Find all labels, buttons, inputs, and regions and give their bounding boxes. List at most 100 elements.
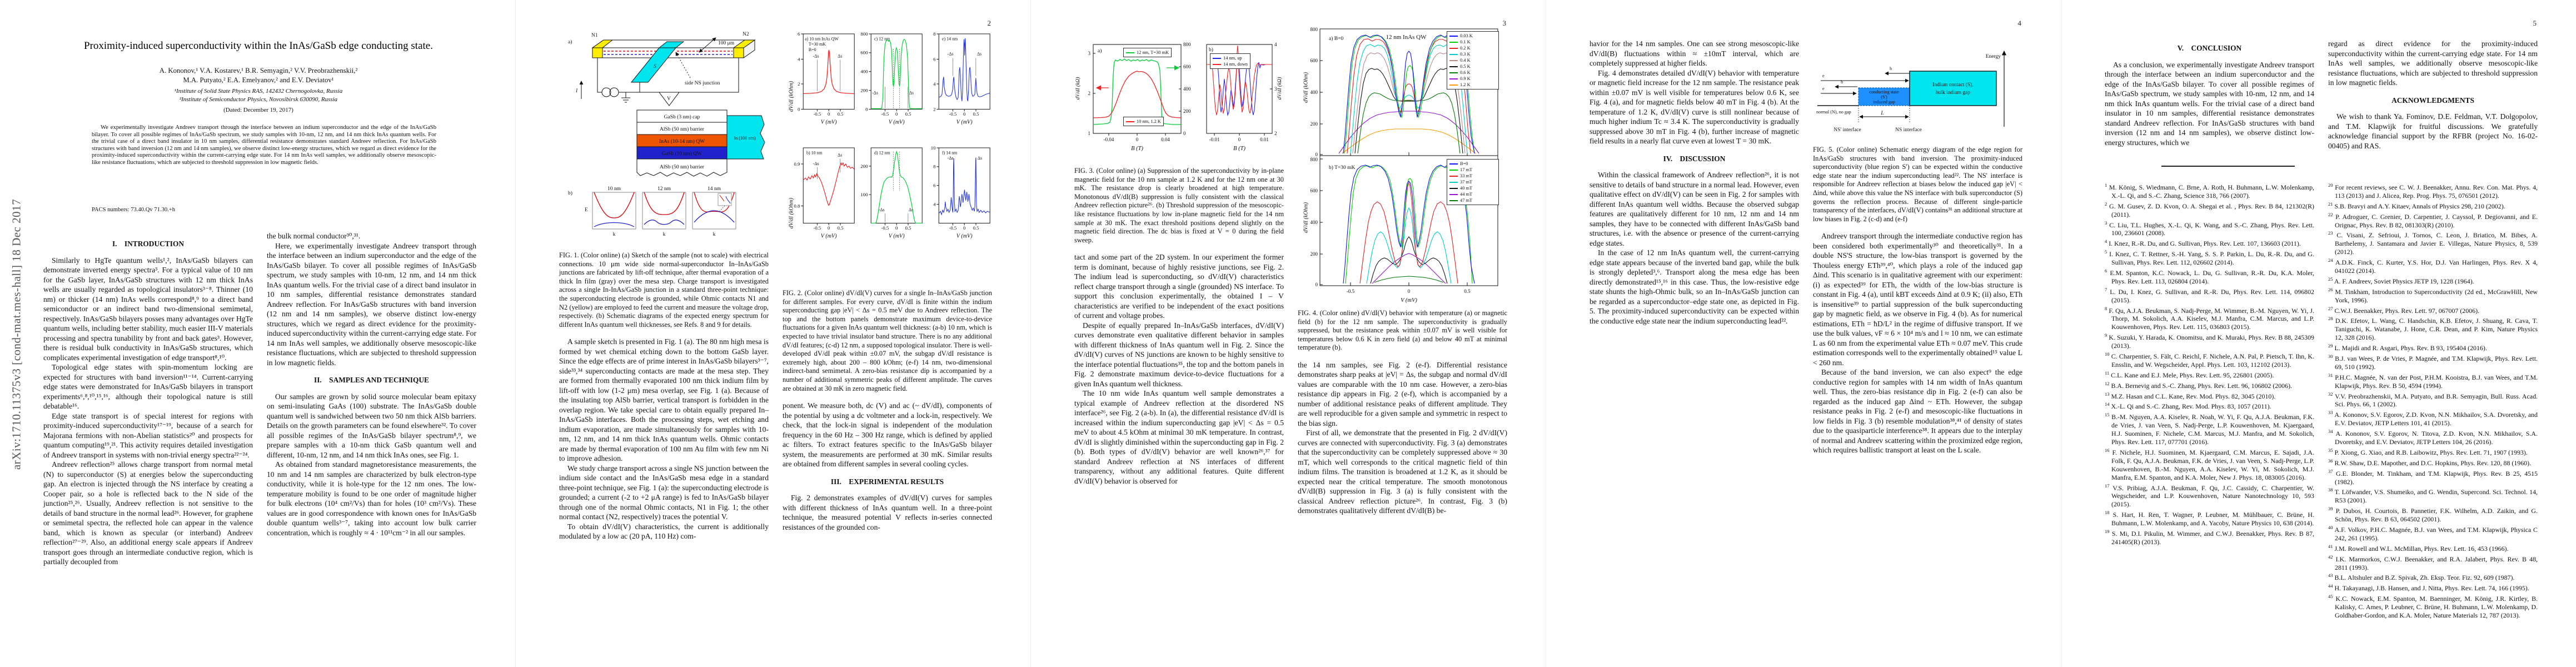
paper-title: Proximity-induced superconductivity with… [84, 40, 433, 52]
legend-entry: 10 nm, 1.2 K [1126, 118, 1161, 125]
legend-swatch [1213, 63, 1221, 65]
svg-text:k: k [713, 232, 716, 237]
reference-item: 20 For recent reviews, see C. W. J. Been… [2328, 182, 2538, 200]
svg-text:b): b) [568, 190, 572, 196]
legend-entry: 17 mT [1449, 167, 1496, 173]
paragraph: As a conclusion, we experimentally inves… [2105, 60, 2314, 147]
svg-text:-Δs: -Δs [948, 156, 954, 161]
svg-text:0: 0 [1183, 131, 1186, 136]
reference-item: 25 A. F. Andreev, Soviet Physics JETP 19… [2328, 276, 2474, 285]
fig5-electron-hole-arrows: h e h e [1821, 66, 1910, 96]
section-heading: I. INTRODUCTION [112, 240, 185, 248]
fig4-legend-a: 0.03 K 0.1 K 0.2 K 0.3 K 0.4 K 0.5 K 0.6 K 0.9 … [1447, 31, 1499, 89]
svg-text:-0.5: -0.5 [1347, 288, 1355, 294]
svg-text:0: 0 [1408, 288, 1411, 294]
svg-text:Δs: Δs [978, 156, 982, 161]
svg-text:normal (N), no gap: normal (N), no gap [1816, 109, 1851, 115]
curve-14nm-up [1207, 56, 1272, 117]
figure-caption: FIG. 2. (Color online) dV/dI(V) curves f… [783, 289, 992, 392]
paragraph: Here, we experimentally investigate Andr… [267, 241, 476, 367]
reference-item: 12 B.A. Bernevig and S.-C. Zhang, Phys. … [2105, 380, 2293, 390]
fig3-ylabel-right: dV/dI (kΩ) [1277, 77, 1283, 100]
reference-item: 28 D.K. Efetov, L. Wang, C. Handschin, K… [2328, 316, 2538, 342]
svg-text:4: 4 [1274, 42, 1277, 47]
paragraph: Topological edge states with spin-moment… [43, 363, 253, 410]
svg-text:200: 200 [860, 163, 868, 169]
svg-text:0.5: 0.5 [905, 225, 912, 231]
svg-text:0: 0 [798, 106, 800, 112]
svg-text:induced gap: induced gap [1873, 99, 1895, 104]
legend-entry: 1.2 K [1449, 82, 1496, 88]
legend-entry: 0.1 K [1449, 39, 1496, 45]
svg-text:600: 600 [1311, 58, 1318, 63]
page-3: 3 3 2 1 800 600 400 200 [1030, 0, 1546, 667]
svg-text:AlSb (50 nm) barrier: AlSb (50 nm) barrier [660, 164, 705, 170]
svg-text:100 μm: 100 μm [718, 41, 735, 46]
fig5-length-annotation: L NS' interface NS interface [1833, 106, 1922, 133]
reference-item: 22 P. Adroguer, C. Grenier, D. Carpentie… [2328, 211, 2538, 229]
svg-text:0: 0 [895, 111, 898, 117]
pacs-line: PACS numbers: 73.40.Qv 71.30.+h [92, 207, 176, 213]
svg-text:-0.5: -0.5 [881, 111, 889, 117]
svg-text:0: 0 [1316, 152, 1318, 157]
fig3-legend-red: 10 nm, 1.2 K [1123, 117, 1164, 126]
svg-text:8: 8 [933, 164, 936, 170]
svg-text:400: 400 [860, 69, 868, 74]
svg-text:Δs: Δs [838, 152, 842, 157]
reference-item: 5 I. Knez, C. T. Rettner, S.-H. Yang, S.… [2105, 249, 2314, 267]
authors-line-2: M.A. Putyato,² E.A. Emelyanov,² and E.V.… [183, 76, 334, 84]
paragraph: the 14 nm samples, see Fig. 2 (e-f). Dif… [1298, 360, 1507, 427]
svg-text:6: 6 [933, 183, 936, 188]
fig4-legend-b: B=0 17 mT 33 mT 37 mT 40 mT 44 mT 47 mT [1447, 159, 1499, 205]
svg-text:8: 8 [933, 31, 936, 37]
svg-text:800: 800 [1311, 27, 1318, 32]
svg-text:B (T): B (T) [1233, 146, 1245, 152]
reference-item: 39 P. Dubos, H. Courtois, B. Pannetier, … [2328, 506, 2538, 524]
reference-item: 33 A. Kononov, S.V. Egorov, Z.D. Kvon, N… [2328, 410, 2538, 427]
svg-text:-Δs: -Δs [813, 54, 819, 59]
svg-text:-0.5: -0.5 [949, 225, 957, 231]
section-heading: V. CONCLUSION [2177, 44, 2242, 52]
reference-item: 10 C. Charpentier, S. Fält, C. Reichl, F… [2105, 351, 2314, 369]
figure-caption: FIG. 3. (Color online) (a) Suppression o… [1074, 167, 1284, 244]
reference-item: 8 F. Qu, A.J.A. Beukman, S. Nadj-Perge, … [2105, 305, 2314, 331]
svg-text:f) 14 nm: f) 14 nm [942, 151, 958, 156]
fig4-ylabel-a: dV/dI (kOhm) [1303, 72, 1309, 103]
svg-text:Δs: Δs [909, 90, 914, 95]
svg-text:0.5: 0.5 [1464, 288, 1471, 294]
curve-12nm-c [871, 38, 923, 109]
paragraph: In the case of 12 nm InAs quantum well, … [1590, 248, 1799, 325]
reference-item: 4 I. Knez, R.-R. Du, and G. Sullivan, Ph… [2105, 238, 2301, 248]
svg-text:0: 0 [1316, 282, 1318, 287]
curve-14nm-f [938, 157, 990, 216]
svg-text:a) 10 nm InAs QW: a) 10 nm InAs QW [805, 37, 839, 42]
reference-item: 31 P.H.C. Magnée, N. van der Post, P.H.M… [2328, 372, 2538, 390]
figure-4: 800 600 400 200 0 800 600 400 200 0 -0.5… [1298, 22, 1507, 305]
legend-swatch [1449, 181, 1458, 183]
svg-text:h: h [1890, 66, 1892, 71]
paragraph: Similarly to HgTe quantum wells¹,², InAs… [43, 256, 253, 362]
fig1-indium-block [726, 115, 765, 160]
svg-text:4: 4 [933, 81, 936, 87]
svg-text:InAs (10-14 nm) QW: InAs (10-14 nm) QW [659, 138, 705, 145]
svg-text:-Δs: -Δs [872, 90, 878, 95]
bibliography-rule [2161, 166, 2295, 167]
svg-text:-Δs: -Δs [948, 52, 954, 57]
svg-text:0.04: 0.04 [1161, 137, 1170, 142]
page-number: 4 [2017, 19, 2022, 27]
paragraph: havior for the 14 nm samples. One can se… [1590, 39, 1799, 67]
paragraph: First of all, we demonstrate that the pr… [1298, 429, 1507, 515]
legend-label: 0.1 K [1460, 39, 1471, 44]
svg-text:k: k [663, 232, 666, 237]
svg-text:B (T): B (T) [1131, 146, 1143, 152]
legend-swatch [1126, 52, 1134, 53]
reference-item: 18 S. Hart, H. Ren, T. Wagner, P. Leubne… [2105, 510, 2314, 527]
fig1-superconductor-electrode: S [630, 41, 685, 83]
page-4: 4 havior for the 14 nm samples. One can … [1546, 0, 2061, 667]
legend-entry: 14 nm, up [1213, 55, 1248, 61]
reference-item: 27 C.W.J. Beenakker, Phys. Rev. Lett. 97… [2328, 305, 2480, 315]
legend-label: 0.03 K [1460, 33, 1473, 38]
svg-text:4: 4 [933, 202, 936, 207]
svg-text:0.01: 0.01 [1260, 137, 1269, 142]
